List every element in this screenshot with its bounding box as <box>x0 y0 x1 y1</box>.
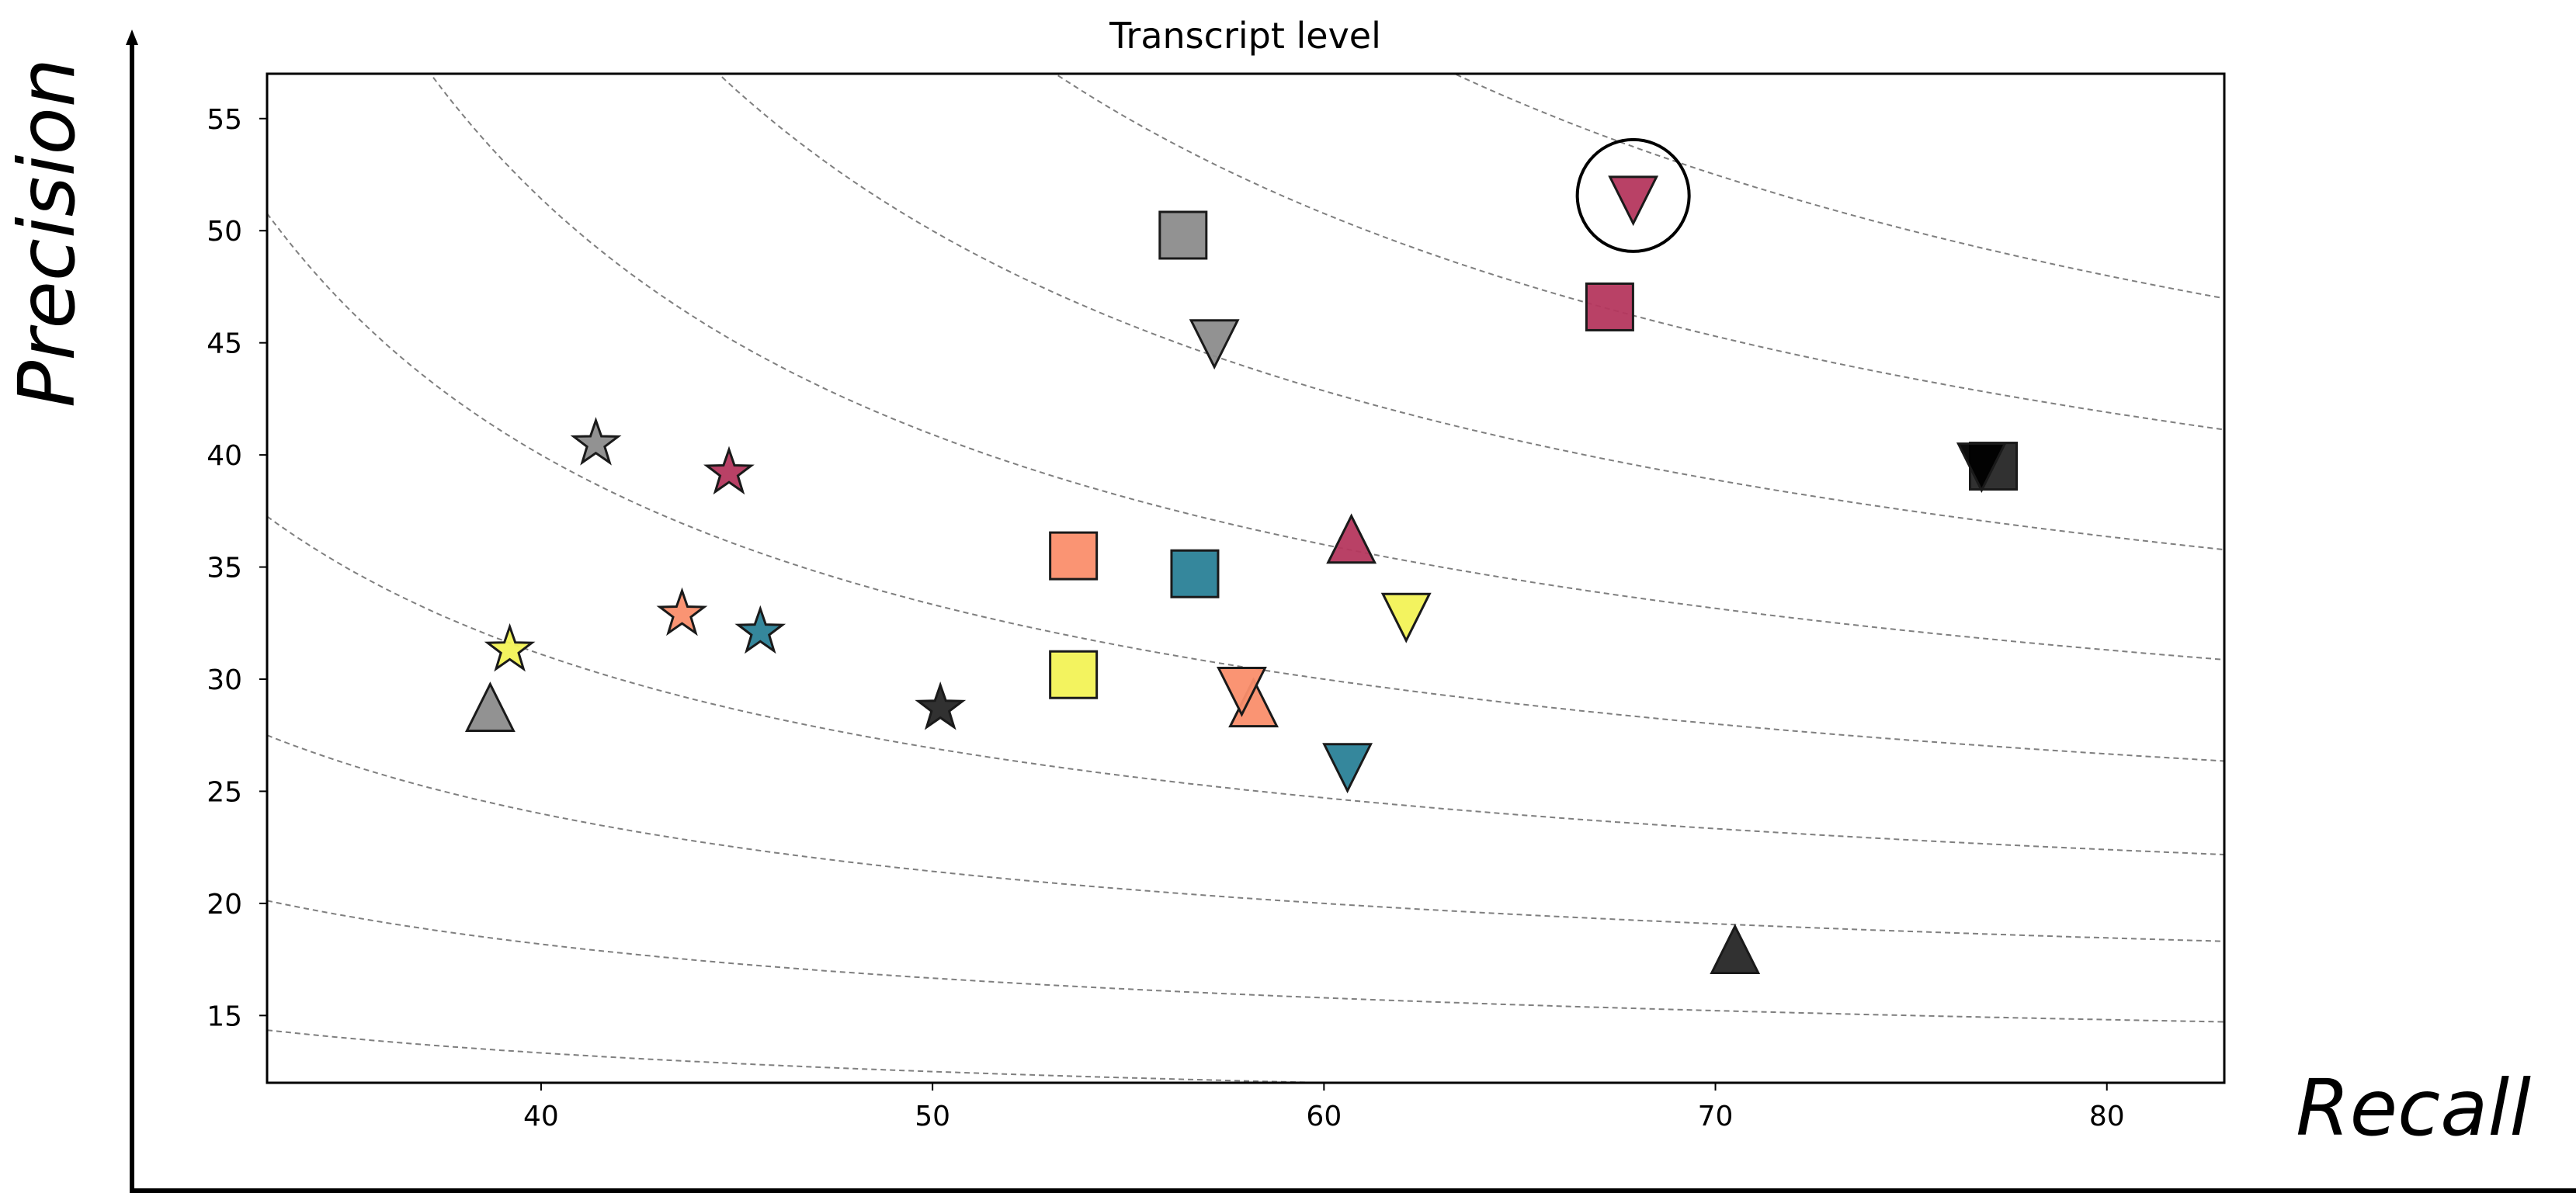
data-point-star <box>570 417 622 466</box>
data-point-triangle-down <box>1380 592 1432 643</box>
y-tick-label: 20 <box>207 889 242 921</box>
iso-f1-curve <box>1453 74 2224 300</box>
data-point-triangle-down <box>1189 319 1240 370</box>
plot-frame <box>266 72 2226 1084</box>
x-tick-label: 80 <box>2089 1101 2125 1132</box>
y-tick-label: 55 <box>207 104 242 136</box>
iso-f1-curve <box>1054 74 2224 431</box>
y-tick-label: 50 <box>207 216 242 248</box>
iso-f1-curve <box>267 734 2224 942</box>
y-axis-arrowhead <box>126 29 138 45</box>
iso-f1-curve <box>267 515 2224 855</box>
y-tick-label: 25 <box>207 776 242 808</box>
y-axis-ticks: 15 20 25 30 35 40 45 50 55 <box>207 104 267 1032</box>
data-point-triangle-down <box>1608 175 1659 227</box>
data-point-star <box>656 587 708 636</box>
iso-f1-curve <box>267 900 2224 1023</box>
y-tick-label: 40 <box>207 440 242 472</box>
data-points <box>464 137 2019 974</box>
data-point-star <box>915 681 967 730</box>
data-point-square <box>1158 210 1208 260</box>
y-axis-title: Precision <box>2 58 92 407</box>
data-point-star <box>484 623 536 672</box>
data-point-triangle-down <box>1217 667 1267 717</box>
y-tick-label: 35 <box>207 553 242 584</box>
y-tick-label: 30 <box>207 664 242 696</box>
x-tick-label: 50 <box>915 1101 950 1132</box>
data-point-triangle-up <box>464 681 516 732</box>
data-point-triangle-down <box>1322 743 1373 794</box>
x-axis-title: Recall <box>2296 1063 2531 1153</box>
data-point-triangle-up <box>1710 924 1761 974</box>
x-tick-label: 60 <box>1306 1101 1342 1132</box>
chart-title: Transcript level <box>1109 15 1381 57</box>
x-axis-ticks: 40 50 60 70 80 <box>523 1083 2125 1132</box>
data-point-square <box>1585 282 1634 331</box>
x-tick-label: 70 <box>1698 1101 1734 1132</box>
data-point-star <box>734 605 786 654</box>
x-tick-label: 40 <box>523 1101 559 1132</box>
iso-f1-contours <box>267 74 2224 1083</box>
iso-f1-curve <box>429 74 2224 661</box>
iso-f1-curve <box>267 1029 1359 1083</box>
data-point-square <box>1049 650 1099 699</box>
data-point-star <box>703 446 755 495</box>
y-tick-label: 45 <box>207 328 242 360</box>
iso-f1-curve <box>717 74 2224 551</box>
data-point-square <box>1170 549 1220 598</box>
data-point-triangle-up <box>1326 513 1377 564</box>
highlight-circle <box>1575 137 1691 253</box>
data-point-triangle-down <box>1956 442 2007 494</box>
y-tick-label: 15 <box>207 1001 242 1032</box>
data-point-square <box>1049 531 1099 581</box>
iso-f1-curve <box>267 213 2224 762</box>
